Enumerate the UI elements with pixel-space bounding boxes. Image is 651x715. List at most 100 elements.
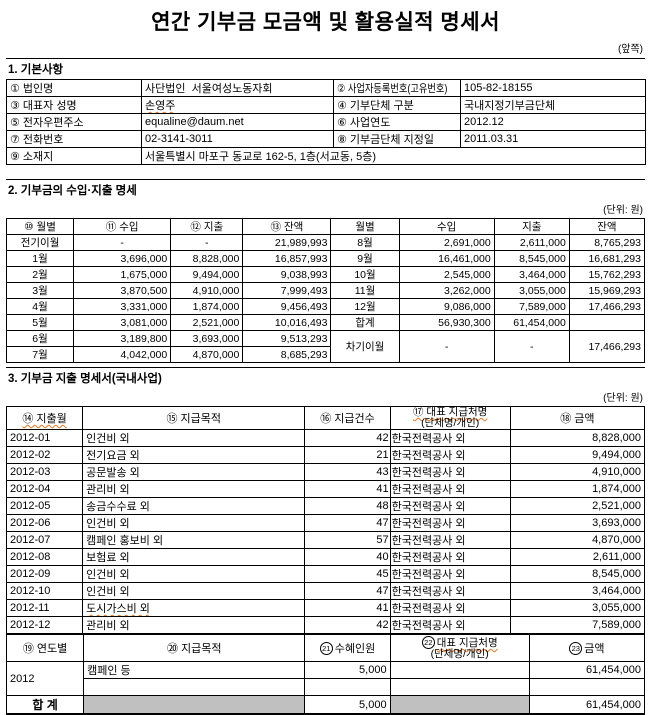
balance-cell: 15,762,293: [568, 266, 646, 283]
table-row: 전기이월 - - 21,989,993 8월 2,691,000 2,611,0…: [5, 234, 646, 251]
total-row: 합 계 5,000 61,454,000: [5, 695, 646, 715]
expense-cell: 3,693,000: [170, 330, 244, 347]
purpose-cell: 관리비 외: [82, 616, 306, 634]
table-row: 2012-10 인건비 외 47 한국전력공사 외 3,464,000: [5, 582, 646, 600]
purpose-cell: 관리비 외: [82, 480, 306, 498]
income-cell: -: [73, 234, 172, 251]
income-cell: 9,086,000: [398, 298, 495, 315]
payee-cell: 한국전력공사 외: [389, 497, 511, 515]
payee-cell: 한국전력공사 외: [389, 599, 511, 617]
col-header-count: ⑯ 지급건수: [304, 406, 391, 430]
table-row: 7월 4,042,000 4,870,000 8,685,293: [5, 346, 645, 363]
field-label: ⑨ 소재지: [6, 147, 142, 165]
count-cell: 45: [304, 565, 391, 583]
balance-cell: 9,038,993: [242, 266, 332, 283]
total-label-cell: 합계: [330, 314, 400, 331]
field-label: ② 사업자등록번호(고유번호): [333, 79, 461, 97]
col-header-expense: 지출: [493, 218, 570, 235]
purpose-cell: 도시가스비 외: [82, 599, 306, 617]
count-cell: 42: [304, 616, 391, 634]
purpose-cell: 보험료 외: [82, 548, 306, 566]
col-header-purpose: ⑮ 지급목적: [82, 406, 306, 430]
section-heading-expense: 3. 기부금 지출 명세서(국내사업): [6, 367, 645, 388]
purpose-text: 도시가스비 외: [86, 603, 150, 615]
expense-month-cell: 2012-08: [5, 548, 84, 566]
amount-cell: 3,055,000: [509, 599, 646, 617]
balance-cell: 7,999,493: [242, 282, 332, 299]
income-cell: 3,331,000: [73, 298, 172, 315]
expense-month-cell: 2012-02: [5, 446, 84, 464]
field-label: ① 법인명: [6, 79, 142, 97]
count-cell: 41: [304, 599, 391, 617]
income-cell: -: [398, 330, 495, 363]
table-row: 2월 1,675,000 9,494,000 9,038,993 10월 2,5…: [5, 266, 646, 283]
balance-cell: 8,765,293: [568, 234, 646, 251]
income-cell: 1,675,000: [73, 266, 172, 283]
expense-cell: 9,494,000: [170, 266, 244, 283]
count-cell: 40: [304, 548, 391, 566]
table-row: 2012-09 인건비 외 45 한국전력공사 외 8,545,000: [5, 565, 646, 583]
expense-month-cell: 2012-01: [5, 429, 84, 447]
table-row: ⑨ 소재지 서울특별시 마포구 동교로 162-5, 1층(서교동, 5층): [6, 147, 646, 165]
circled-23: 23: [569, 642, 583, 655]
expense-month-cell: 2012-04: [5, 480, 84, 498]
month-cell: 4월: [5, 298, 75, 315]
col-header-year: ⑲ 연도별: [5, 634, 85, 662]
purpose-cell: 캠페인 홍보비 외: [82, 531, 306, 549]
payee-cell: 한국전력공사 외: [389, 429, 511, 447]
month-cell: 2월: [5, 266, 75, 283]
table-row: 2012-04 관리비 외 41 한국전력공사 외 1,874,000: [5, 480, 646, 498]
unit-label: (단위: 원): [603, 393, 643, 404]
total-label-cell: 합 계: [5, 695, 85, 715]
month-cell: 9월: [330, 250, 400, 267]
col-header-purpose: ⑳ 지급목적: [83, 634, 306, 662]
income-cell: 2,545,000: [398, 266, 495, 283]
beneficiaries-header-text: 수혜인원: [334, 643, 376, 655]
corporation-name-value: 사단법인 서울여성노동자회: [141, 79, 334, 97]
income-cell: 3,081,000: [73, 314, 172, 331]
amount-cell: 2,611,000: [509, 548, 646, 566]
table-row: 3월 3,870,500 4,910,000 7,999,493 11월 3,2…: [5, 282, 646, 299]
representative-name-text: 손영주: [145, 100, 176, 112]
month-cell: 5월: [5, 314, 75, 331]
expense-cell: 8,545,000: [493, 250, 570, 267]
field-label: ⑤ 전자우편주소: [6, 113, 142, 131]
count-cell: 42: [304, 429, 391, 447]
payee-header-line1: ⑰ 대표 지급처명: [413, 406, 488, 418]
table-row: 4월 3,331,000 1,874,000 9,456,493 12월 9,0…: [5, 298, 646, 315]
balance-cell: 10,016,493: [242, 314, 332, 331]
amount-cell: 7,589,000: [509, 616, 646, 634]
expense-month-cell: 2012-10: [5, 582, 84, 600]
count-cell: 47: [304, 582, 391, 600]
expense-month-cell: 2012-12: [5, 616, 84, 634]
col-header-expense: ⑫ 지출: [170, 218, 244, 235]
purpose-cell: 인건비 외: [82, 514, 306, 532]
income-cell: 3,189,800: [73, 330, 172, 347]
col-header-balance: ⑬ 잔액: [242, 218, 332, 235]
table-row: 2012-08 보험료 외 40 한국전력공사 외 2,611,000: [5, 548, 646, 566]
purpose-cell-empty: [83, 678, 306, 696]
beneficiaries-total-cell: 5,000: [304, 695, 391, 715]
page-title: 연간 기부금 모금액 및 활용실적 명세서: [151, 11, 500, 34]
count-cell: 47: [304, 514, 391, 532]
purpose-cell: 인건비 외: [82, 565, 306, 583]
purpose-cell: 송금수수료 외: [82, 497, 306, 515]
income-cell: 3,696,000: [73, 250, 172, 267]
field-label: ⑧ 기부금단체 지정일: [333, 130, 461, 148]
count-cell: 57: [304, 531, 391, 549]
amount-cell: 8,828,000: [509, 429, 646, 447]
balance-cell: 17,466,293: [568, 298, 646, 315]
section-heading-basic: 1. 기본사항: [6, 58, 645, 79]
page-side-label: (앞쪽): [617, 44, 643, 55]
business-number-label: ② 사업자등록번호(고유번호): [337, 83, 448, 95]
balance-cell: 9,456,493: [242, 298, 332, 315]
payee-cell: 한국전력공사 외: [389, 463, 511, 481]
table-header-row: ⑭ 지출월 ⑮ 지급목적 ⑯ 지급건수 ⑰ 대표 지급처명 (단체명/개인) ⑱…: [5, 406, 646, 430]
purpose-cell: 캠페인 등: [83, 661, 306, 679]
carryover-label-cell: 차기이월: [330, 330, 400, 363]
balance-cell: 8,685,293: [242, 346, 332, 363]
email-value: equaline@daum.net: [141, 113, 334, 131]
org-type-value: 국내지정기부금단체: [460, 96, 646, 114]
amount-cell: 2,521,000: [509, 497, 646, 515]
